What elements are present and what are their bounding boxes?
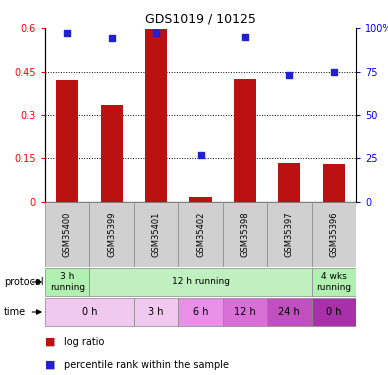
Bar (178, 202, 223, 267)
Bar (178, 298, 223, 326)
Text: 0 h: 0 h (326, 307, 341, 317)
Point (331, 69, 337, 75)
Bar (45, 268, 89, 296)
Point (242, 34, 248, 40)
Text: time: time (4, 307, 26, 317)
Bar (56, 80, 78, 202)
Bar (312, 268, 356, 296)
Text: 6 h: 6 h (193, 307, 208, 317)
Text: 3 h
running: 3 h running (50, 272, 85, 292)
Point (153, 30, 159, 36)
Bar (45, 298, 134, 326)
Text: percentile rank within the sample: percentile rank within the sample (64, 360, 229, 369)
Text: 4 wks
running: 4 wks running (316, 272, 352, 292)
Bar (89, 202, 134, 267)
Text: 12 h running: 12 h running (171, 278, 229, 286)
Bar (100, 105, 123, 202)
Point (197, 152, 204, 158)
Text: ■: ■ (45, 337, 55, 347)
Point (64, 30, 70, 36)
Bar (234, 79, 256, 202)
Title: GDS1019 / 10125: GDS1019 / 10125 (145, 12, 256, 26)
Text: GSM35399: GSM35399 (107, 212, 116, 257)
Bar (278, 163, 300, 202)
Bar (267, 202, 312, 267)
Text: GSM35400: GSM35400 (63, 212, 72, 257)
Text: GSM35397: GSM35397 (285, 211, 294, 257)
Text: 24 h: 24 h (279, 307, 300, 317)
Text: 3 h: 3 h (148, 307, 164, 317)
Text: 12 h: 12 h (234, 307, 256, 317)
Bar (323, 164, 345, 202)
Bar (312, 202, 356, 267)
Text: ■: ■ (45, 360, 55, 369)
Text: GSM35401: GSM35401 (152, 212, 161, 257)
Bar (189, 197, 211, 202)
Text: GSM35402: GSM35402 (196, 212, 205, 257)
Text: GSM35398: GSM35398 (241, 211, 249, 257)
Bar (223, 202, 267, 267)
Text: log ratio: log ratio (64, 337, 105, 347)
Bar (312, 298, 356, 326)
Text: GSM35396: GSM35396 (329, 211, 338, 257)
Bar (134, 202, 178, 267)
Bar (145, 30, 167, 202)
Bar (45, 202, 89, 267)
Point (286, 72, 293, 78)
Point (109, 36, 115, 42)
Text: protocol: protocol (4, 277, 43, 287)
Bar (223, 298, 267, 326)
Bar (89, 268, 312, 296)
Text: 0 h: 0 h (82, 307, 97, 317)
Bar (134, 298, 178, 326)
Bar (267, 298, 312, 326)
